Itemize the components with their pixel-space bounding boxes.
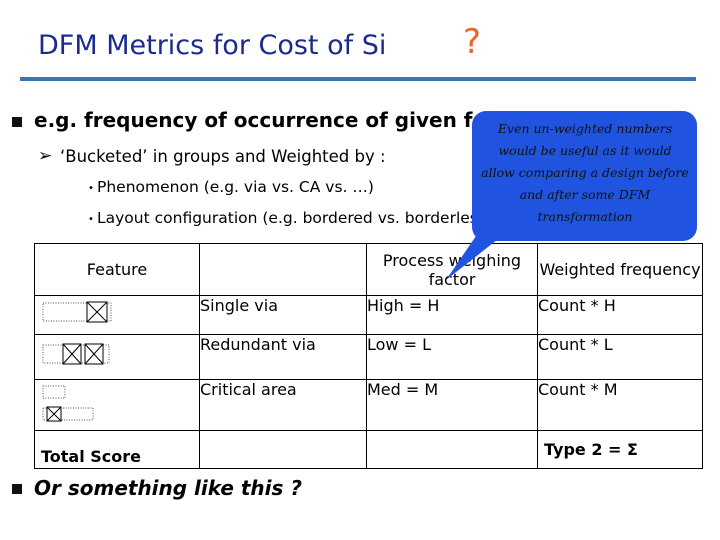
table-row: Redundant via Low = L Count * L xyxy=(34,334,703,380)
total-row: Total Score Type 2 = Σ xyxy=(34,430,703,469)
table-header-row: Feature Process weighing factor Weighted… xyxy=(34,243,703,296)
feature-diagram-cell xyxy=(34,379,200,431)
title-underline xyxy=(20,77,696,81)
header-weighted-frequency: Weighted frequency xyxy=(537,243,703,296)
header-feature: Feature xyxy=(34,243,200,296)
square-bullet-icon xyxy=(12,117,22,127)
table-row: Critical area Med = M Count * M xyxy=(34,379,703,431)
callout-pointer xyxy=(446,236,502,280)
row-name: Single via xyxy=(199,295,367,335)
dot-bullet-icon: • xyxy=(88,214,94,225)
row-factor: High = H xyxy=(366,295,538,335)
dot-item-layout: Layout configuration (e.g. bordered vs. … xyxy=(97,209,493,227)
critical-area-diagram xyxy=(42,385,94,422)
slide-title: DFM Metrics for Cost of Si xyxy=(38,30,387,61)
feature-diagram-cell xyxy=(34,334,200,380)
row-factor: Low = L xyxy=(366,334,538,380)
total-empty xyxy=(366,430,538,469)
header-empty xyxy=(199,243,367,296)
header-process-factor: Process weighing factor xyxy=(366,243,538,296)
bullet-something-like-this: Or something like this ? xyxy=(34,476,302,500)
row-freq: Count * M xyxy=(537,379,703,431)
row-name: Redundant via xyxy=(199,334,367,380)
feature-diagram-cell xyxy=(34,295,200,335)
sub-bullet-bucketed: ‘Bucketed’ in groups and Weighted by : xyxy=(60,147,386,166)
feature-table: Feature Process weighing factor Weighted… xyxy=(34,243,703,469)
total-empty xyxy=(199,430,367,469)
row-freq: Count * L xyxy=(537,334,703,380)
table-row: Single via High = H Count * H xyxy=(34,295,703,335)
arrow-bullet-icon: ➢ xyxy=(38,146,53,166)
single-via-diagram xyxy=(42,301,112,323)
row-factor: Med = M xyxy=(366,379,538,431)
title-question-mark: ? xyxy=(463,22,482,62)
total-score-label: Total Score xyxy=(34,430,200,469)
redundant-via-diagram xyxy=(42,343,110,365)
dot-bullet-icon: • xyxy=(88,183,94,194)
dot-item-phenomenon: Phenomenon (e.g. via vs. CA vs. …) xyxy=(97,178,374,196)
row-freq: Count * H xyxy=(537,295,703,335)
row-name: Critical area xyxy=(199,379,367,431)
square-bullet-icon xyxy=(12,484,22,494)
callout-box xyxy=(472,111,697,241)
callout-text: Even un-weighted numbers would be useful… xyxy=(481,121,689,224)
total-score-value: Type 2 = Σ xyxy=(537,430,703,469)
